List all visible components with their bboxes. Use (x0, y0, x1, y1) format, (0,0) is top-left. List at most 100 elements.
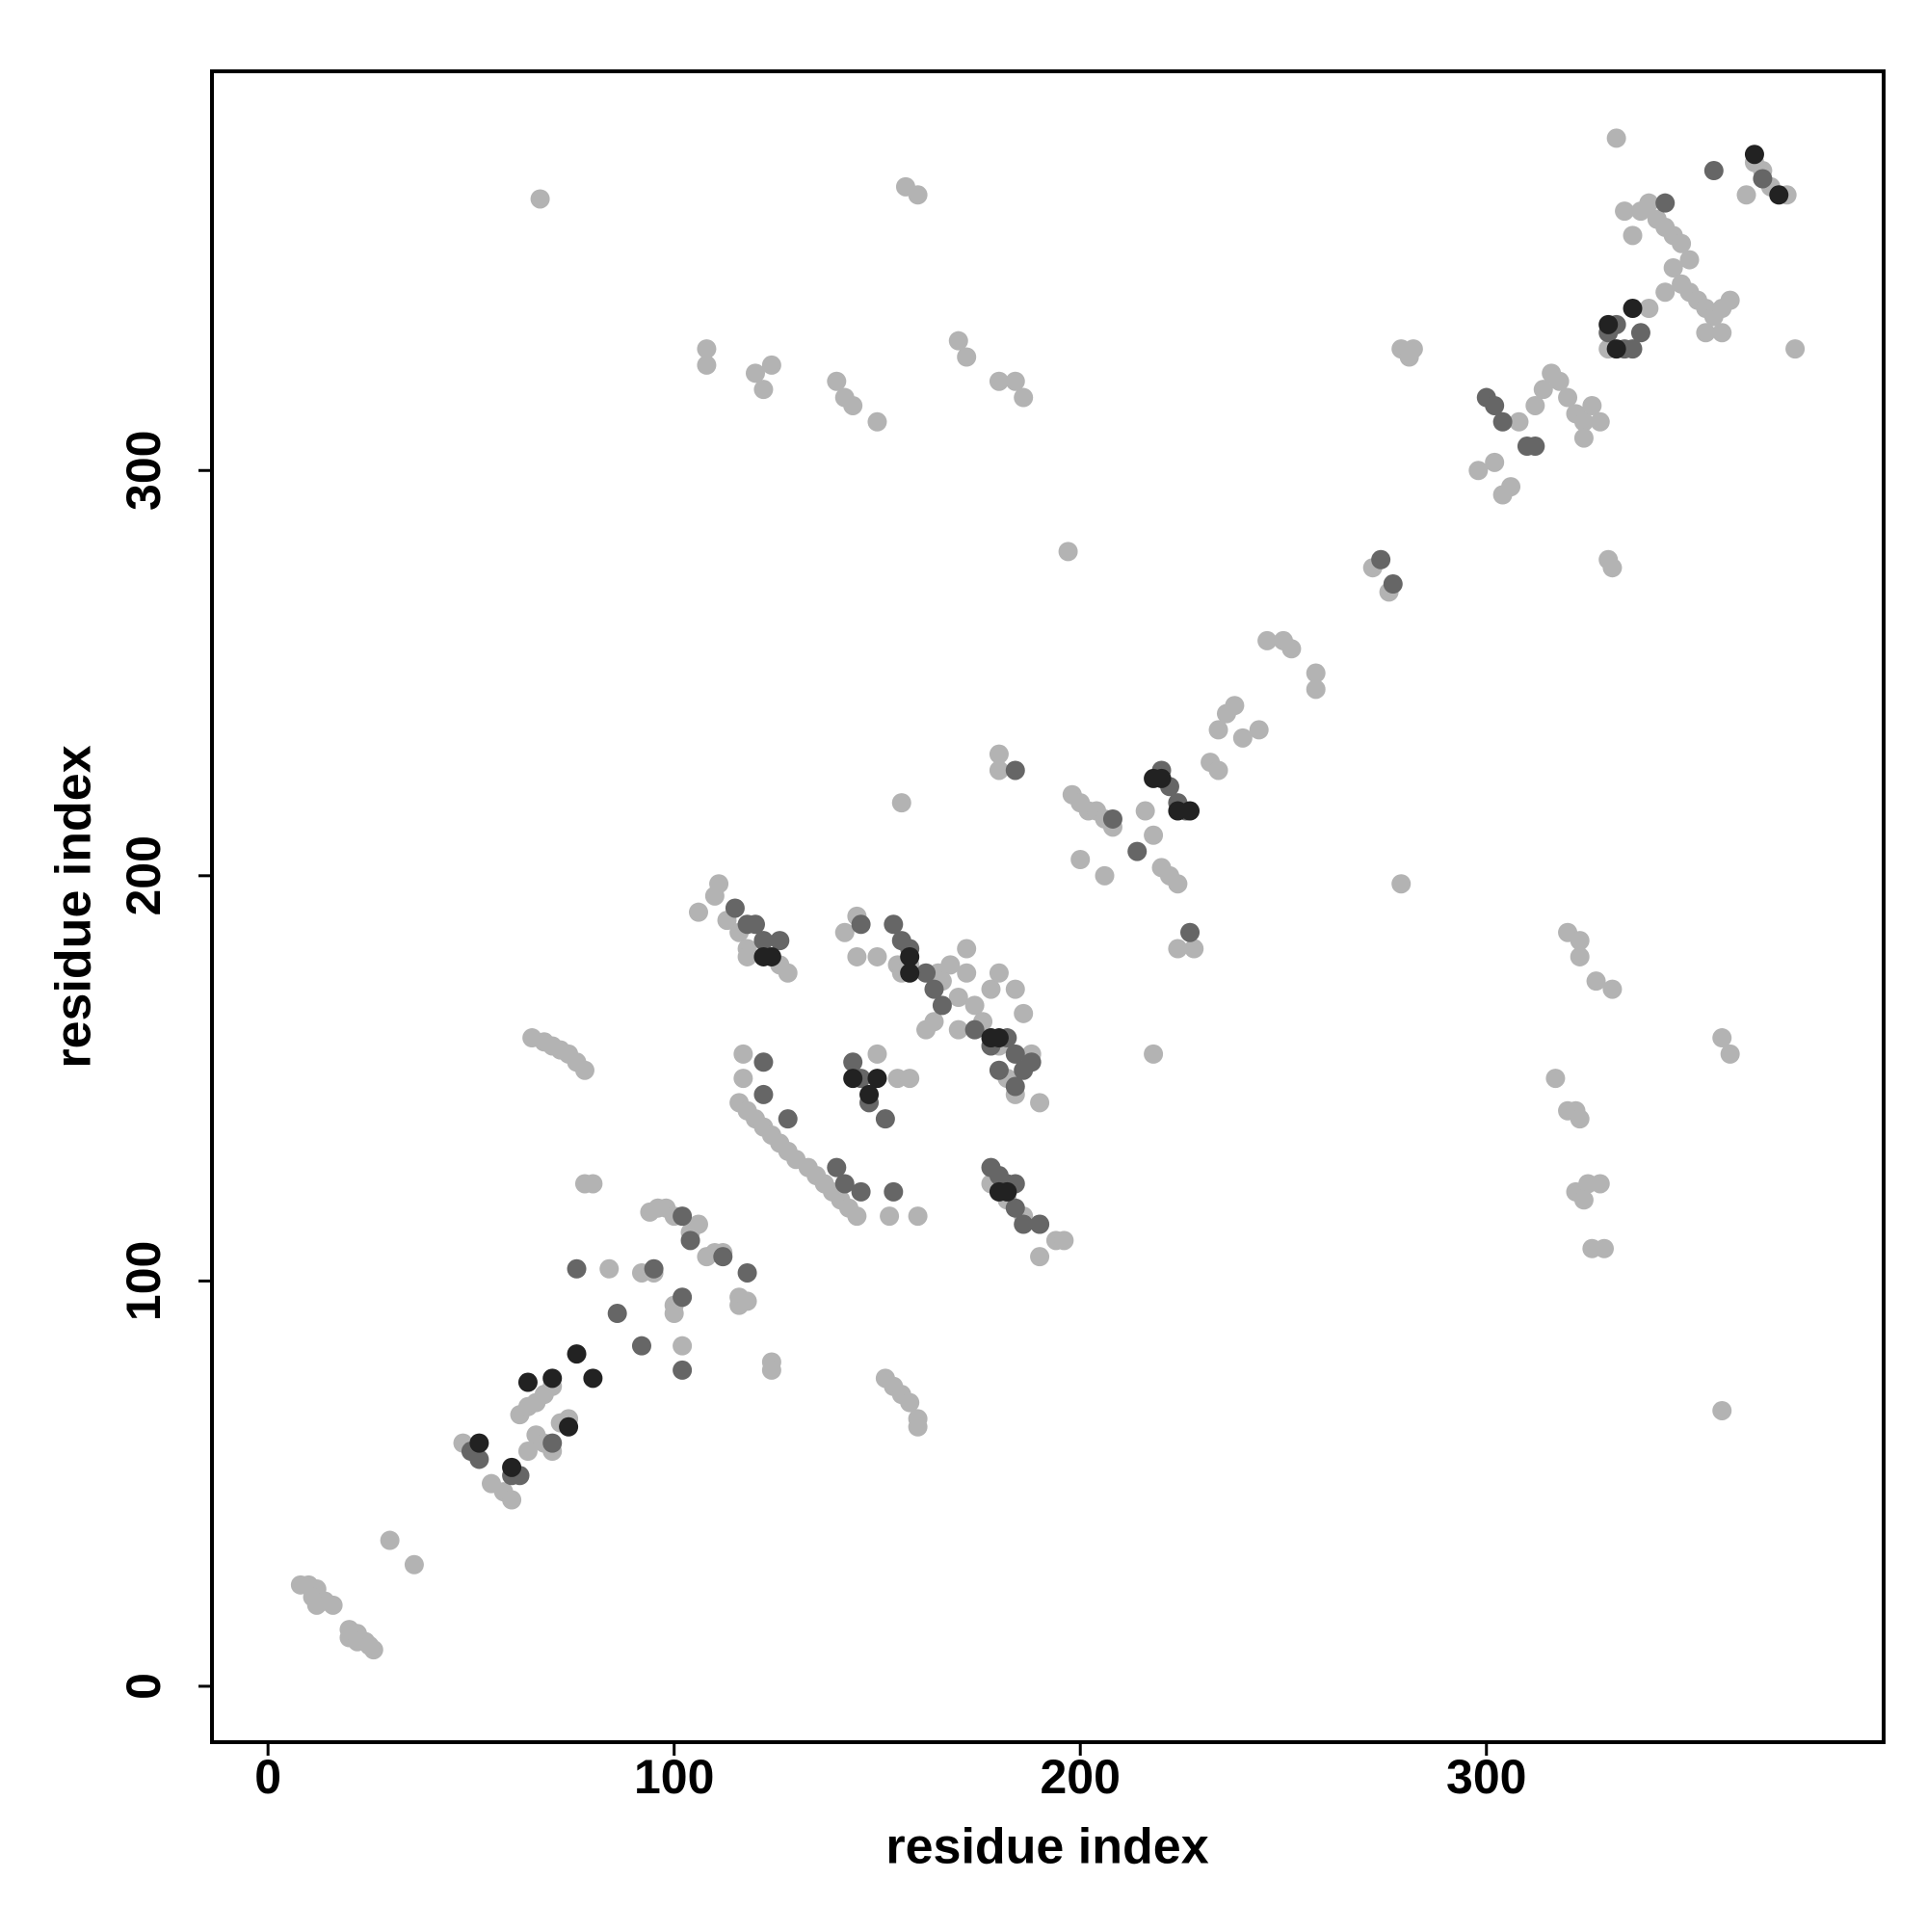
point (746, 914, 766, 935)
point (673, 1287, 693, 1308)
point (1720, 1044, 1740, 1064)
x-tick-label: 0 (254, 1750, 281, 1804)
point (753, 1052, 774, 1072)
point (1549, 371, 1570, 391)
point (1014, 1214, 1034, 1234)
point (900, 1392, 920, 1413)
point (709, 874, 729, 894)
point (680, 1231, 700, 1251)
point (469, 1449, 489, 1469)
point (1533, 380, 1553, 400)
point (673, 1336, 693, 1356)
point (688, 902, 708, 922)
point (1639, 299, 1659, 319)
point (1135, 801, 1155, 821)
point (1736, 185, 1756, 205)
point (1509, 411, 1529, 432)
point (306, 1595, 327, 1615)
point (733, 1044, 753, 1064)
point (989, 744, 1009, 764)
point (1712, 323, 1732, 343)
point (1753, 169, 1773, 189)
point (924, 979, 944, 999)
y-tick-label: 100 (117, 1241, 171, 1321)
point (981, 979, 1001, 999)
point (753, 931, 774, 951)
point (1570, 1109, 1590, 1129)
y-tick-label: 300 (117, 431, 171, 511)
point (1696, 323, 1716, 343)
point (380, 1530, 400, 1550)
point (900, 1069, 920, 1089)
point (359, 1635, 380, 1655)
point (1054, 1231, 1074, 1251)
point (1586, 971, 1606, 992)
point (761, 355, 781, 375)
point (1573, 428, 1594, 448)
point (1127, 841, 1148, 861)
point (778, 963, 798, 983)
point (761, 1360, 781, 1380)
point (847, 946, 867, 966)
point (1703, 161, 1724, 181)
point (1606, 339, 1626, 359)
point (664, 1304, 684, 1324)
point (989, 371, 1009, 391)
point (900, 963, 920, 983)
point (908, 1416, 928, 1437)
point (530, 189, 550, 209)
point (502, 1457, 522, 1477)
point (1744, 145, 1764, 165)
point (834, 922, 855, 942)
point (1005, 979, 1025, 999)
point (880, 1206, 900, 1227)
point (884, 1181, 904, 1202)
point (1492, 411, 1513, 432)
point (1168, 874, 1188, 894)
point (583, 1368, 603, 1389)
point (1785, 339, 1806, 359)
point (908, 1206, 928, 1227)
point (957, 939, 977, 959)
point (737, 1291, 757, 1311)
point (1225, 696, 1245, 716)
point (843, 1052, 863, 1072)
point (673, 1360, 693, 1380)
point (1208, 760, 1228, 781)
point (1598, 314, 1619, 334)
point (1525, 437, 1545, 457)
point (778, 1109, 798, 1129)
point (851, 1181, 871, 1202)
point (847, 1206, 867, 1227)
point (964, 995, 985, 1016)
point (843, 1069, 863, 1089)
point (1030, 1214, 1050, 1234)
point (1594, 1238, 1614, 1258)
x-tick-label: 300 (1446, 1750, 1526, 1804)
point (1590, 1174, 1610, 1194)
point (1623, 299, 1643, 319)
point (827, 1157, 847, 1178)
point (1383, 574, 1403, 595)
point (957, 347, 977, 367)
point (323, 1595, 343, 1615)
point (964, 1019, 985, 1040)
point (1602, 558, 1623, 578)
point (1679, 250, 1700, 270)
point (559, 1416, 579, 1437)
point (1590, 411, 1610, 432)
point (1623, 339, 1643, 359)
point (673, 1206, 693, 1227)
point (1144, 825, 1164, 845)
point (631, 1336, 651, 1356)
point (924, 1012, 944, 1032)
point (583, 1174, 603, 1194)
point (948, 987, 968, 1007)
point (1558, 387, 1578, 408)
point (1058, 542, 1078, 562)
point (1005, 1076, 1025, 1097)
point (867, 946, 887, 966)
x-axis-title: residue index (885, 1819, 1208, 1875)
point (1485, 395, 1505, 415)
